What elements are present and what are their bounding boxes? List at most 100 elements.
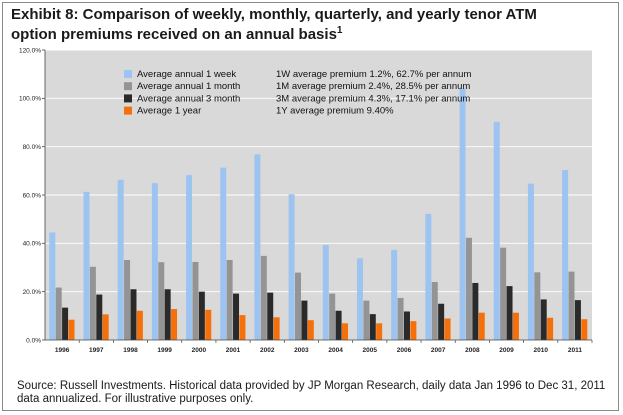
exhibit-title: Exhibit 8: Comparison of weekly, monthly… — [11, 7, 611, 43]
bar — [478, 312, 485, 340]
legend-label: Average annual 1 month — [137, 81, 240, 92]
bar — [192, 261, 199, 340]
y-tick-label: 60.0% — [23, 192, 42, 199]
bar — [254, 154, 261, 340]
x-tick-label: 2003 — [294, 347, 309, 354]
title-line-2: option premiums received on an annual ba… — [11, 26, 337, 43]
y-tick-label: 100.0% — [19, 96, 41, 103]
legend-swatch — [124, 82, 132, 91]
bar — [376, 323, 383, 340]
bar — [562, 170, 569, 340]
bar — [273, 317, 280, 340]
bar — [438, 303, 445, 340]
premium-annotation: 1W average premium 1.2%, 62.7% per annum — [276, 69, 471, 80]
bar — [568, 271, 575, 340]
bar — [186, 175, 193, 340]
x-tick-label: 2001 — [226, 347, 241, 354]
bar — [581, 319, 588, 340]
bar — [356, 258, 363, 340]
x-tick-label: 2002 — [260, 347, 275, 354]
bar — [425, 213, 432, 340]
bar — [62, 307, 69, 340]
bar — [49, 232, 56, 340]
bar — [506, 286, 513, 340]
bar — [410, 321, 417, 340]
bar — [124, 260, 131, 340]
bars — [49, 88, 588, 341]
bar — [164, 289, 171, 340]
legend-label: Average annual 3 month — [137, 93, 240, 104]
bar — [205, 309, 212, 340]
bar — [171, 309, 178, 340]
y-tick-label: 40.0% — [23, 241, 42, 248]
bar — [220, 167, 227, 340]
bar — [341, 323, 348, 340]
premium-annotation: 1M average premium 2.4%, 28.5% per annum — [276, 81, 470, 92]
premium-annotation: 3M average premium 4.3%, 17.1% per annum — [276, 93, 470, 104]
bar — [493, 121, 500, 341]
x-tick-label: 1996 — [55, 347, 70, 354]
bar — [158, 262, 165, 340]
y-tick-label: 20.0% — [23, 289, 42, 296]
y-axis: 0.0% 20.0% 40.0% 60.0% 80.0% 100.0% 120.0% — [19, 47, 46, 344]
bar — [322, 245, 329, 340]
title-footnote-mark: 1 — [336, 25, 343, 36]
bar — [295, 272, 302, 340]
bar — [96, 294, 103, 340]
bar — [465, 237, 472, 340]
x-tick-label: 2010 — [533, 347, 548, 354]
bar — [136, 310, 143, 340]
bar — [307, 320, 314, 340]
bar — [68, 319, 75, 340]
legend-annotations: 1W average premium 1.2%, 62.7% per annum… — [276, 69, 471, 117]
bar — [239, 315, 246, 340]
bar — [55, 287, 62, 340]
bar — [459, 88, 466, 341]
x-tick-label: 2007 — [431, 347, 446, 354]
source-line-1: Source: Russell Investments. Historical … — [17, 380, 606, 392]
x-tick-label: 2011 — [568, 347, 582, 354]
legend-swatch — [124, 70, 132, 78]
y-tick-label: 80.0% — [23, 144, 42, 151]
bar — [301, 300, 308, 340]
bar — [547, 317, 554, 340]
bar — [233, 293, 240, 340]
source-line-2: data annualized. For illustrative purpos… — [17, 392, 254, 405]
bar — [397, 297, 404, 340]
bar — [226, 260, 233, 340]
bar — [431, 282, 438, 340]
bar — [335, 310, 342, 340]
bar — [369, 314, 376, 340]
legend-swatch — [124, 94, 132, 103]
x-tick-label: 2005 — [363, 347, 378, 354]
y-tick-label: 0.0% — [26, 337, 41, 344]
x-tick-label: 2004 — [328, 347, 343, 354]
bar — [260, 255, 267, 340]
bar — [267, 292, 274, 340]
bar — [512, 312, 519, 340]
bar — [288, 194, 295, 340]
bar — [130, 289, 137, 340]
bar — [534, 272, 541, 340]
bar — [102, 314, 109, 340]
legend-label: Average annual 1 week — [137, 69, 236, 80]
x-tick-label: 1999 — [157, 347, 172, 354]
bar — [151, 183, 158, 340]
bar — [117, 179, 124, 340]
title-line-1: Exhibit 8: Comparison of weekly, monthly… — [11, 6, 537, 23]
bar — [89, 266, 96, 340]
bar — [527, 183, 534, 340]
bar — [540, 299, 547, 340]
bar — [574, 300, 581, 340]
bar — [444, 318, 451, 340]
source-note: Source: Russell Investments. Historical … — [17, 380, 607, 405]
legend-label: Average 1 year — [137, 106, 201, 117]
bar — [391, 249, 398, 340]
bar — [83, 191, 90, 340]
bar — [329, 293, 336, 340]
premium-annotation: 1Y average premium 9.40% — [276, 106, 394, 117]
bar — [403, 311, 410, 340]
bar — [472, 282, 479, 340]
